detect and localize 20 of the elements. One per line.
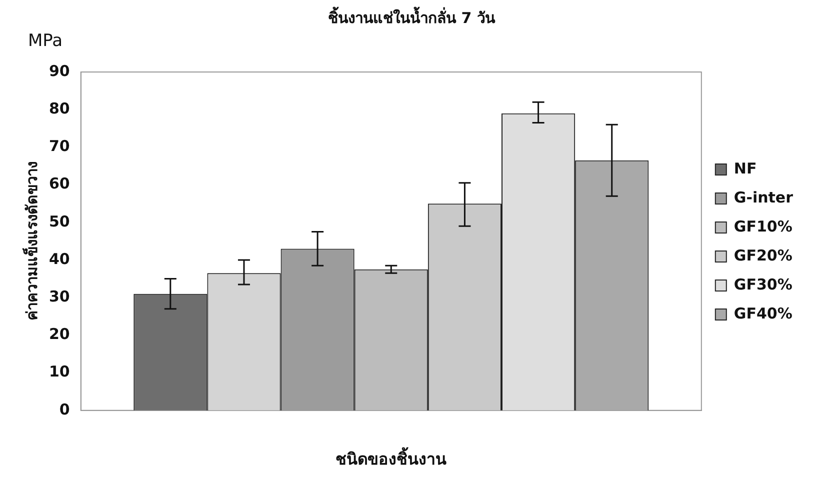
y-tick-label: 10 (49, 362, 70, 381)
legend-label: GF40% (734, 304, 792, 322)
y-tick-label: 30 (49, 287, 70, 306)
y-tick-label: 50 (49, 212, 70, 230)
y-tick-label: 80 (49, 99, 70, 118)
text: MPa (28, 30, 63, 51)
legend-label: NF (734, 159, 757, 178)
x-axis-title: ชนิดของชิ้นงาน (336, 446, 447, 469)
y-tick-label: 20 (49, 325, 70, 344)
y-tick-label: 60 (49, 174, 70, 193)
y-tick-label: 0 (59, 400, 70, 418)
chart-title: ชิ้นงานแช่ในน้ำกลั่น 7 วัน (328, 6, 496, 27)
legend-label: GF20% (734, 246, 792, 264)
y-tick-label: 90 (49, 62, 70, 80)
y-tick-label: 40 (49, 250, 70, 268)
y-tick-label: 70 (49, 137, 70, 156)
legend-label: GF30% (734, 275, 792, 294)
y-axis-title: ค่าความแข็งแรงดัดขวาง (22, 162, 41, 321)
legend-label: GF10% (734, 217, 792, 236)
legend-label: G-inter (734, 188, 794, 206)
